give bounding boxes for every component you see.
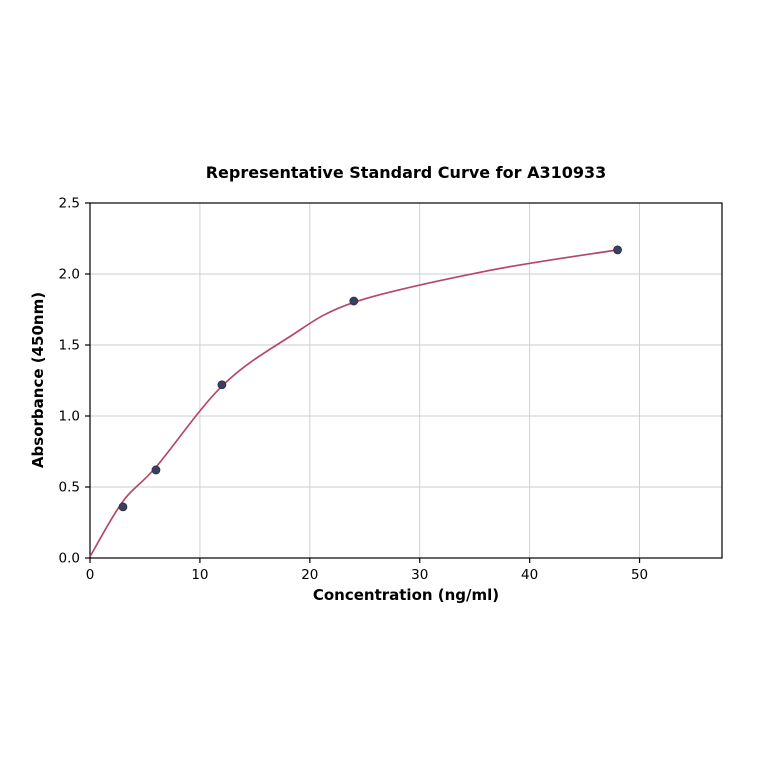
- data-point: [151, 465, 161, 475]
- y-tick-label: 2.0: [59, 267, 80, 283]
- x-tick-label: 50: [631, 567, 648, 583]
- x-tick-label: 10: [191, 567, 208, 583]
- y-tick-label: 2.5: [59, 196, 80, 212]
- x-tick-label: 20: [301, 567, 318, 583]
- x-tick-label: 0: [86, 567, 95, 583]
- data-point: [349, 296, 359, 306]
- y-tick-label: 1.5: [59, 338, 80, 354]
- x-tick-label: 30: [411, 567, 428, 583]
- x-tick-label: 40: [521, 567, 538, 583]
- plot-border: [89, 202, 723, 559]
- chart-title: Representative Standard Curve for A31093…: [205, 163, 607, 182]
- y-tick-label: 1.0: [59, 409, 80, 425]
- standard-curve-line: [89, 249, 618, 558]
- data-point: [613, 245, 622, 255]
- data-point: [118, 502, 128, 512]
- y-tick-label: 0.5: [59, 480, 80, 496]
- data-point: [217, 380, 227, 390]
- x-axis-label: Concentration (ng/ml): [312, 586, 500, 604]
- y-tick-label: 0.0: [59, 551, 80, 567]
